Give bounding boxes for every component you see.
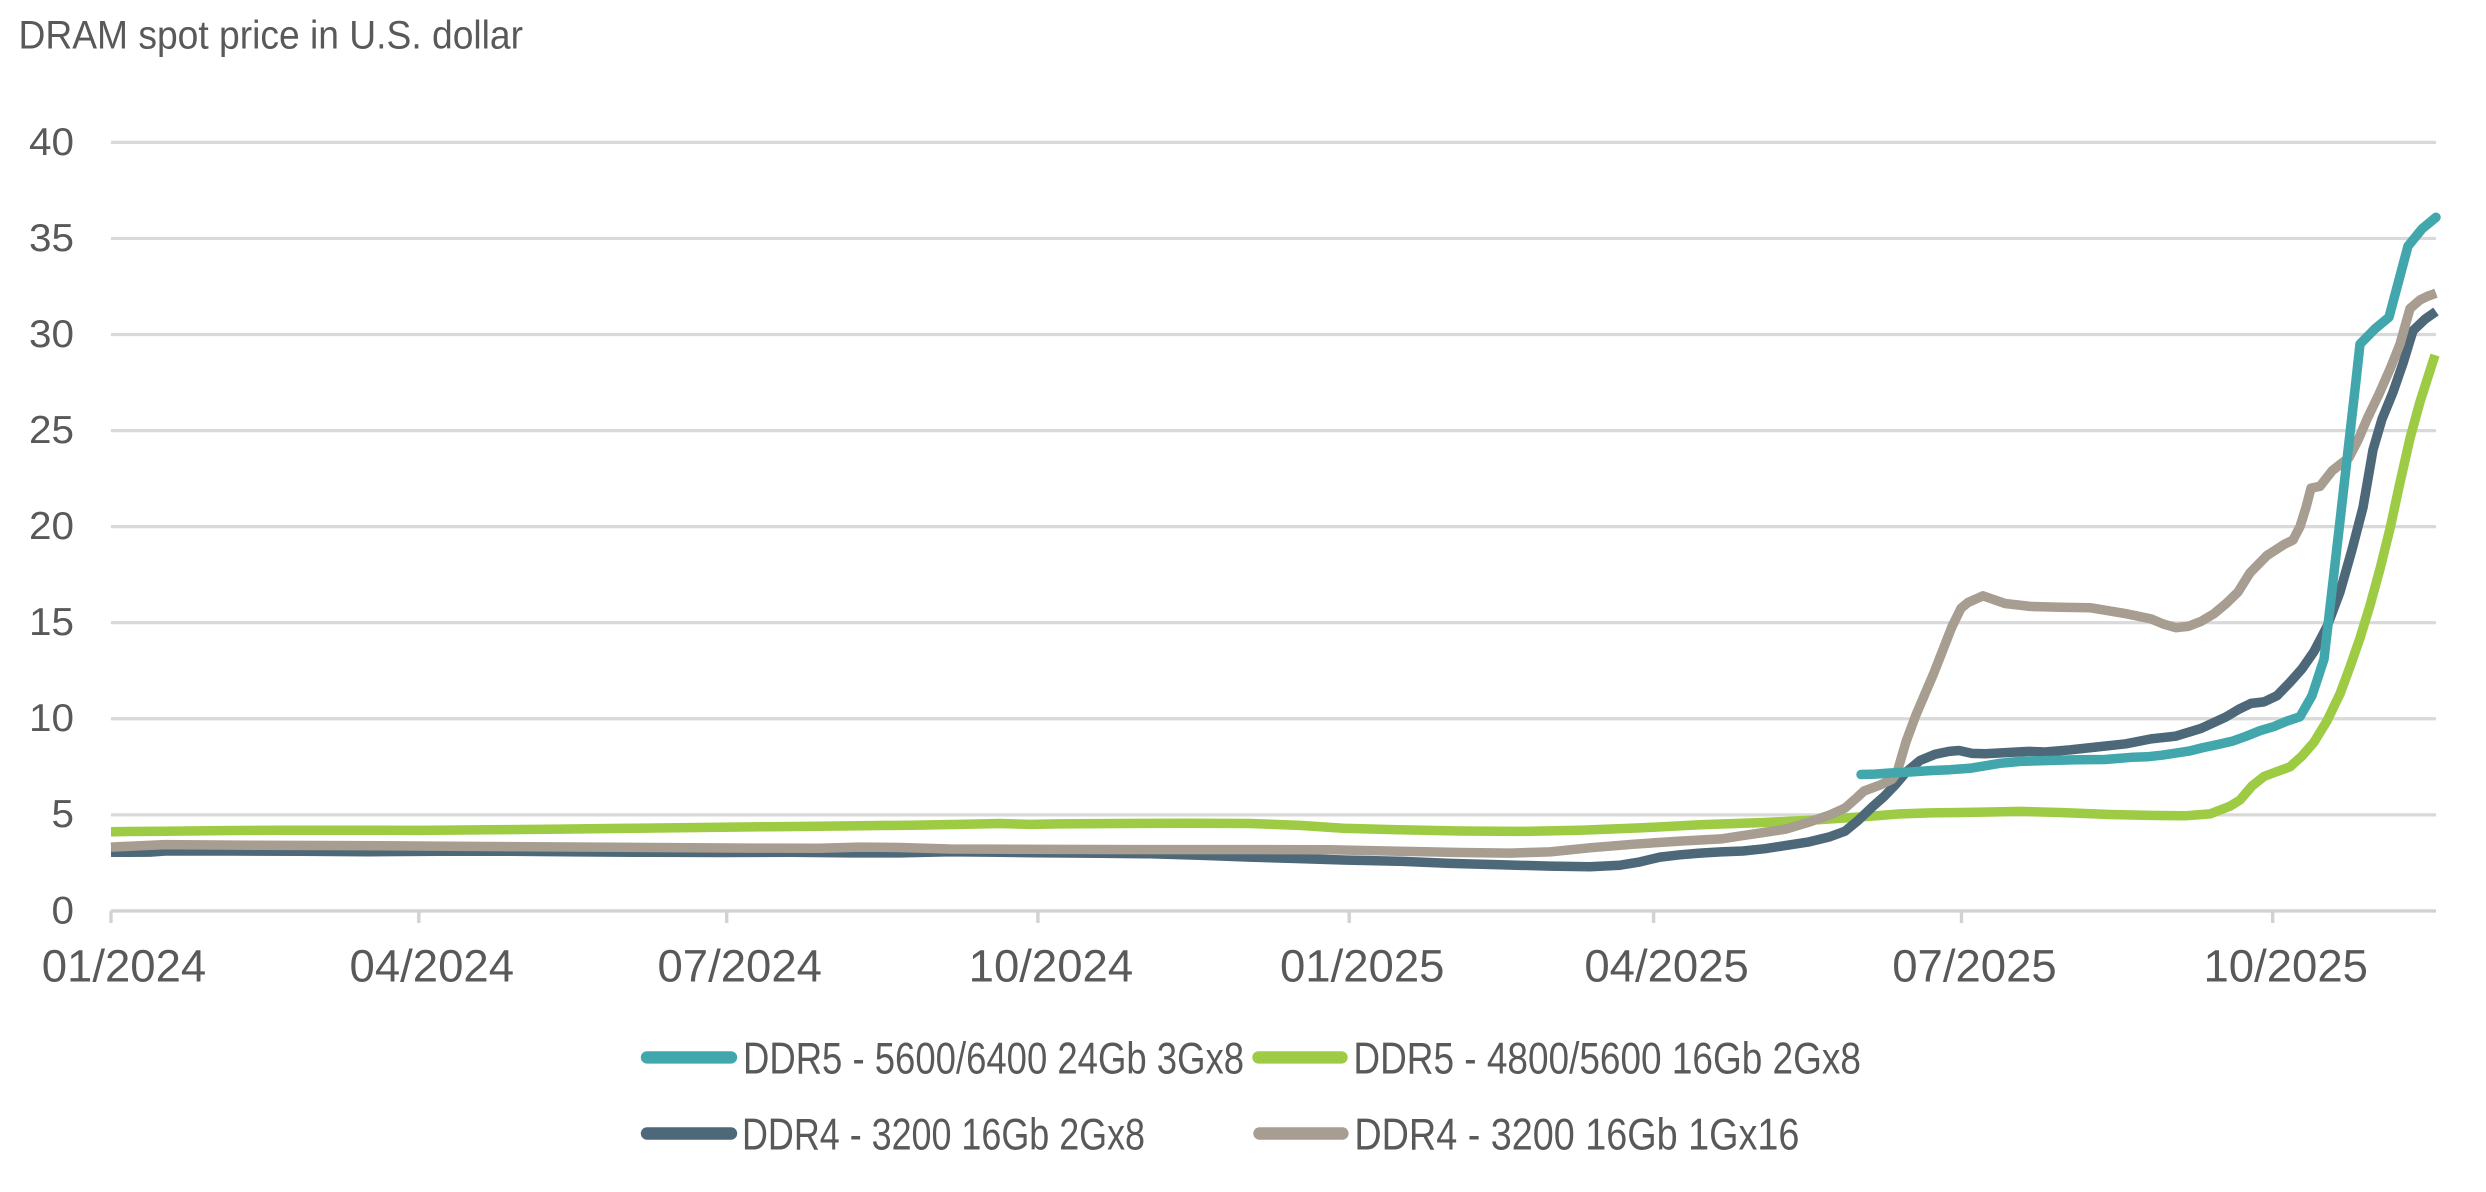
svg-text:10/2024: 10/2024 [969, 940, 1133, 991]
svg-text:0: 0 [52, 889, 75, 932]
svg-text:07/2025: 07/2025 [1892, 940, 2056, 991]
svg-text:DDR4 - 3200 16Gb 1Gx16: DDR4 - 3200 16Gb 1Gx16 [1354, 1111, 1799, 1160]
svg-text:35: 35 [29, 217, 74, 260]
svg-text:20: 20 [29, 505, 74, 548]
svg-text:DRAM spot price in U.S. dollar: DRAM spot price in U.S. dollar [19, 14, 524, 58]
svg-text:15: 15 [29, 601, 74, 644]
svg-text:04/2024: 04/2024 [350, 940, 514, 991]
svg-text:25: 25 [29, 409, 74, 452]
svg-text:07/2024: 07/2024 [657, 940, 821, 991]
svg-text:01/2024: 01/2024 [42, 940, 206, 991]
svg-text:DDR5 - 5600/6400 24Gb 3Gx8: DDR5 - 5600/6400 24Gb 3Gx8 [743, 1035, 1244, 1084]
svg-text:DDR4 - 3200 16Gb 2Gx8: DDR4 - 3200 16Gb 2Gx8 [742, 1111, 1145, 1160]
svg-text:30: 30 [29, 313, 74, 356]
svg-text:04/2025: 04/2025 [1584, 940, 1748, 991]
svg-text:10: 10 [29, 697, 74, 740]
svg-text:10/2025: 10/2025 [2203, 940, 2367, 991]
svg-text:01/2025: 01/2025 [1280, 940, 1444, 991]
svg-text:5: 5 [52, 793, 75, 836]
svg-text:40: 40 [29, 121, 74, 164]
svg-text:DDR5 - 4800/5600 16Gb 2Gx8: DDR5 - 4800/5600 16Gb 2Gx8 [1353, 1035, 1861, 1084]
